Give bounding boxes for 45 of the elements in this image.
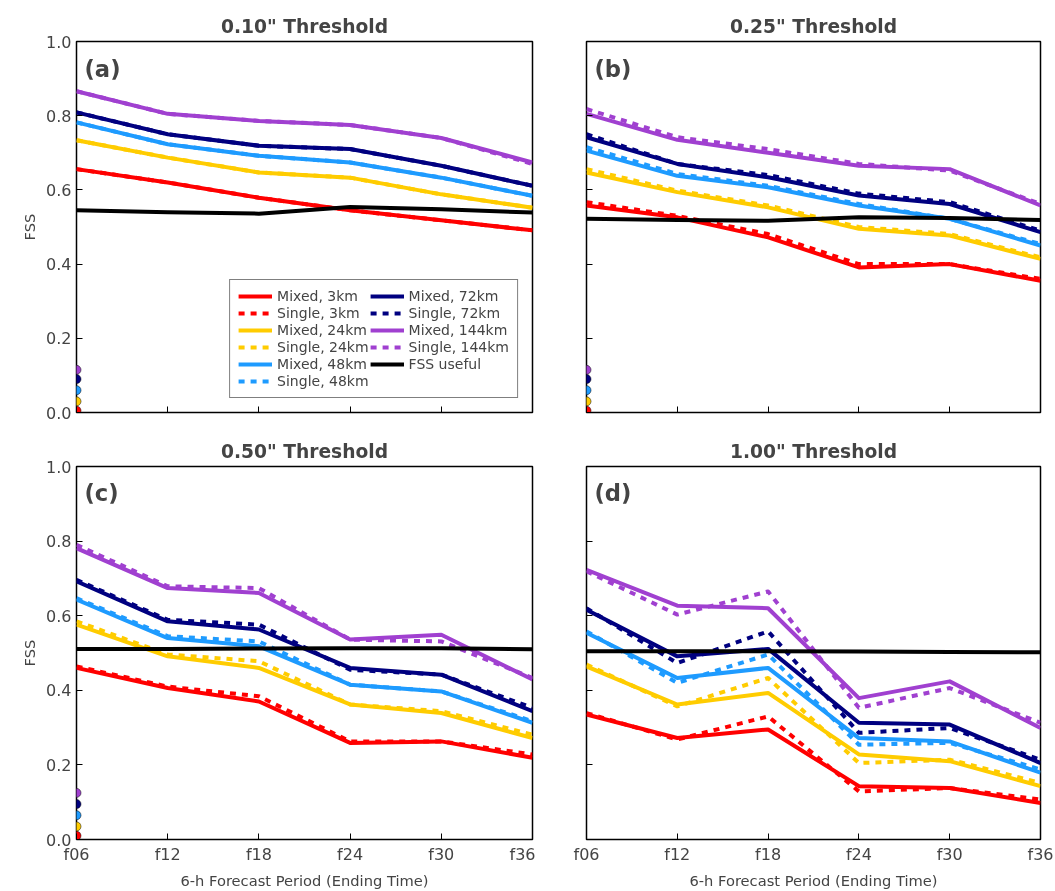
x-tick-label: f12 bbox=[154, 844, 181, 864]
legend-label: Single, 24km bbox=[277, 339, 369, 355]
y-axis-title: FSS bbox=[21, 639, 39, 667]
y-tick-label: 1.0 bbox=[46, 457, 72, 477]
chart-title: 0.10" Threshold bbox=[220, 15, 389, 37]
legend-label: Single, 3km bbox=[277, 305, 360, 321]
legend-label: Mixed, 48km bbox=[277, 356, 367, 372]
annotation: (c) bbox=[84, 479, 119, 506]
y-tick-label: 0.8 bbox=[46, 532, 72, 552]
x-tick-label: f24 bbox=[845, 844, 872, 864]
y-tick-label: 1.0 bbox=[46, 32, 72, 52]
legend-label: Mixed, 72km bbox=[408, 288, 499, 304]
x-axis-title: 6-h Forecast Period (Ending Time) bbox=[180, 871, 429, 889]
y-tick-label: 0.6 bbox=[46, 180, 72, 200]
y-tick-label: 0.4 bbox=[46, 681, 72, 701]
legend-label: Mixed, 144km bbox=[408, 322, 508, 338]
y-tick-label: 0.4 bbox=[46, 255, 72, 275]
y-tick-label: 0.6 bbox=[46, 606, 72, 626]
chart-title: 0.25" Threshold bbox=[729, 15, 898, 37]
x-tick-label: f24 bbox=[337, 844, 364, 864]
legend-label: Single, 72km bbox=[408, 305, 501, 321]
x-axis-title: 6-h Forecast Period (Ending Time) bbox=[689, 871, 938, 889]
x-tick-label: f36 bbox=[1027, 844, 1054, 864]
legend-label: Mixed, 24km bbox=[277, 322, 367, 338]
x-tick-label: f30 bbox=[936, 844, 963, 864]
x-tick-label: f18 bbox=[245, 844, 272, 864]
y-tick-label: 0.2 bbox=[46, 329, 72, 349]
x-tick-label: f12 bbox=[664, 844, 691, 864]
chart-title: 1.00" Threshold bbox=[729, 440, 898, 462]
legend-label: Single, 48km bbox=[277, 373, 369, 389]
y-axis-title: FSS bbox=[21, 213, 39, 241]
x-tick-label: f30 bbox=[428, 844, 455, 864]
annotation: (b) bbox=[594, 55, 632, 82]
annotation: (a) bbox=[84, 55, 121, 82]
x-tick-label: f36 bbox=[509, 844, 536, 864]
legend-label: Mixed, 3km bbox=[277, 288, 358, 304]
y-tick-label: 0.0 bbox=[46, 403, 72, 423]
y-tick-label: 0.8 bbox=[46, 106, 72, 126]
y-tick-label: 0.2 bbox=[46, 755, 72, 775]
chart-title: 0.50" Threshold bbox=[220, 440, 389, 462]
x-tick-label: f06 bbox=[573, 844, 600, 864]
annotation: (d) bbox=[594, 479, 632, 506]
legend-label: Single, 144km bbox=[408, 339, 509, 355]
legend-label: FSS useful bbox=[408, 356, 482, 372]
x-tick-label: f18 bbox=[755, 844, 782, 864]
